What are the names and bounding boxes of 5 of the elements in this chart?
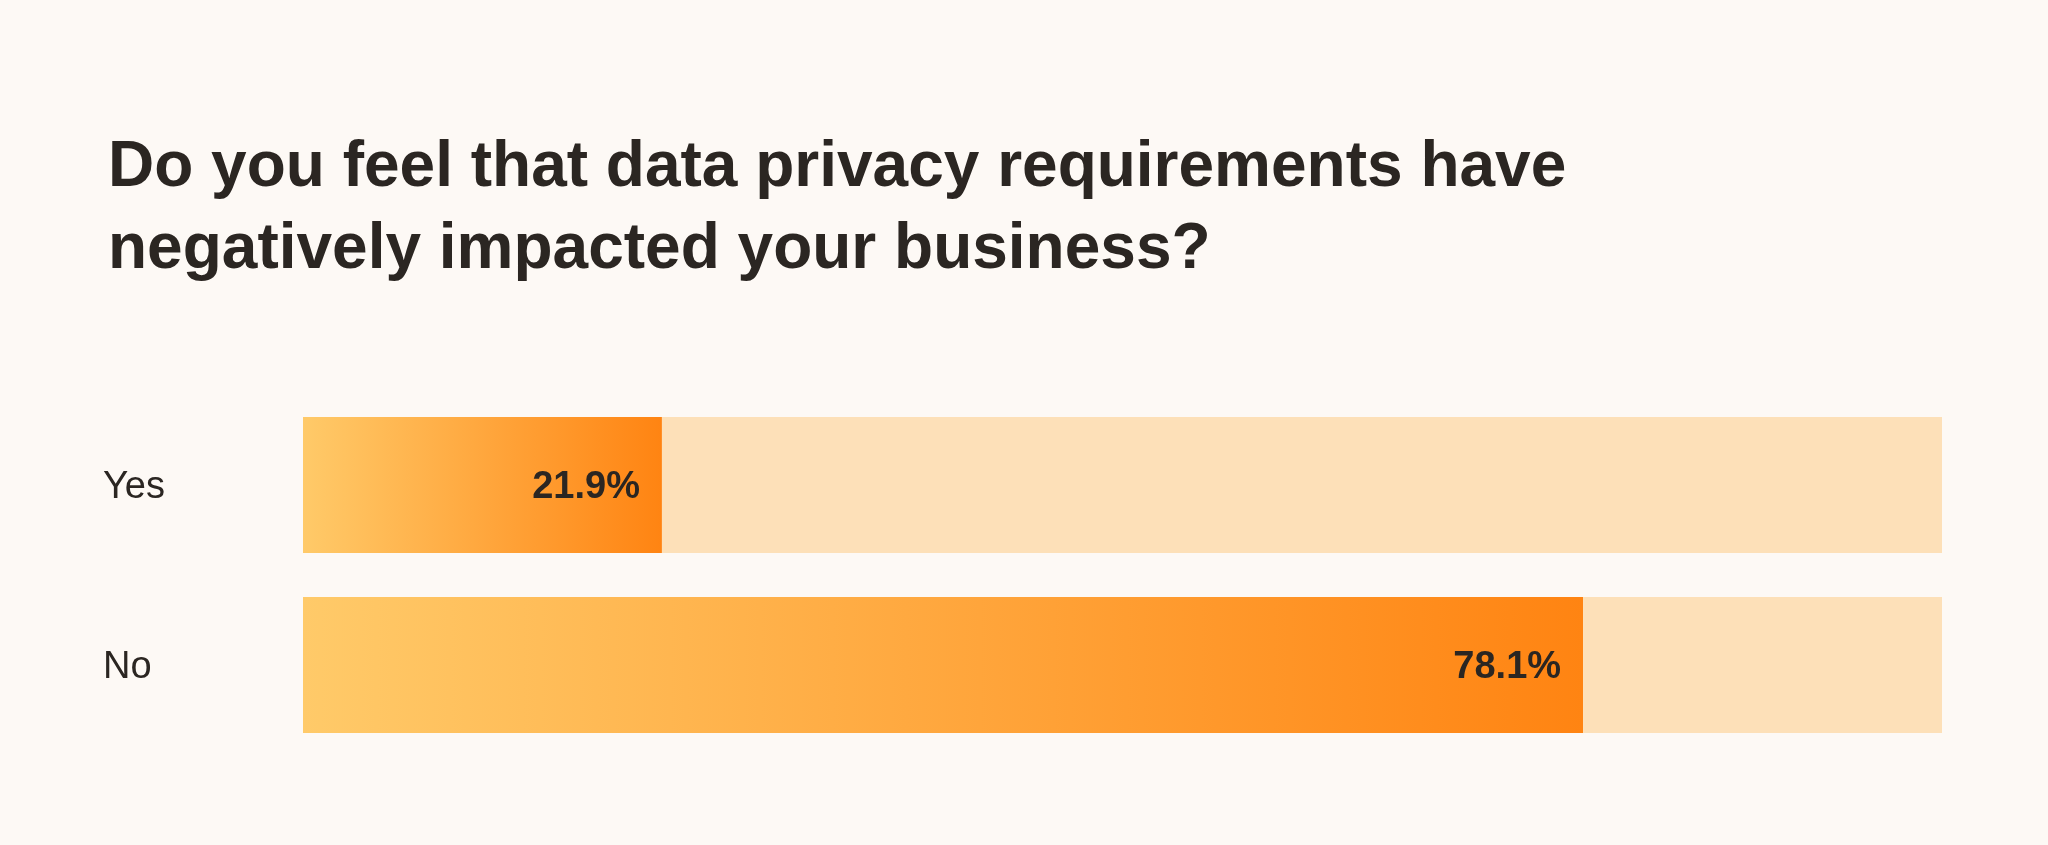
chart-title: Do you feel that data privacy requirements have negatively impacted your business? [108,128,1567,282]
data-label: 78.1% [1453,644,1562,686]
data-label: 21.9% [532,464,640,506]
y-tick-label: Yes [103,464,165,506]
y-tick-label: No [103,644,152,686]
